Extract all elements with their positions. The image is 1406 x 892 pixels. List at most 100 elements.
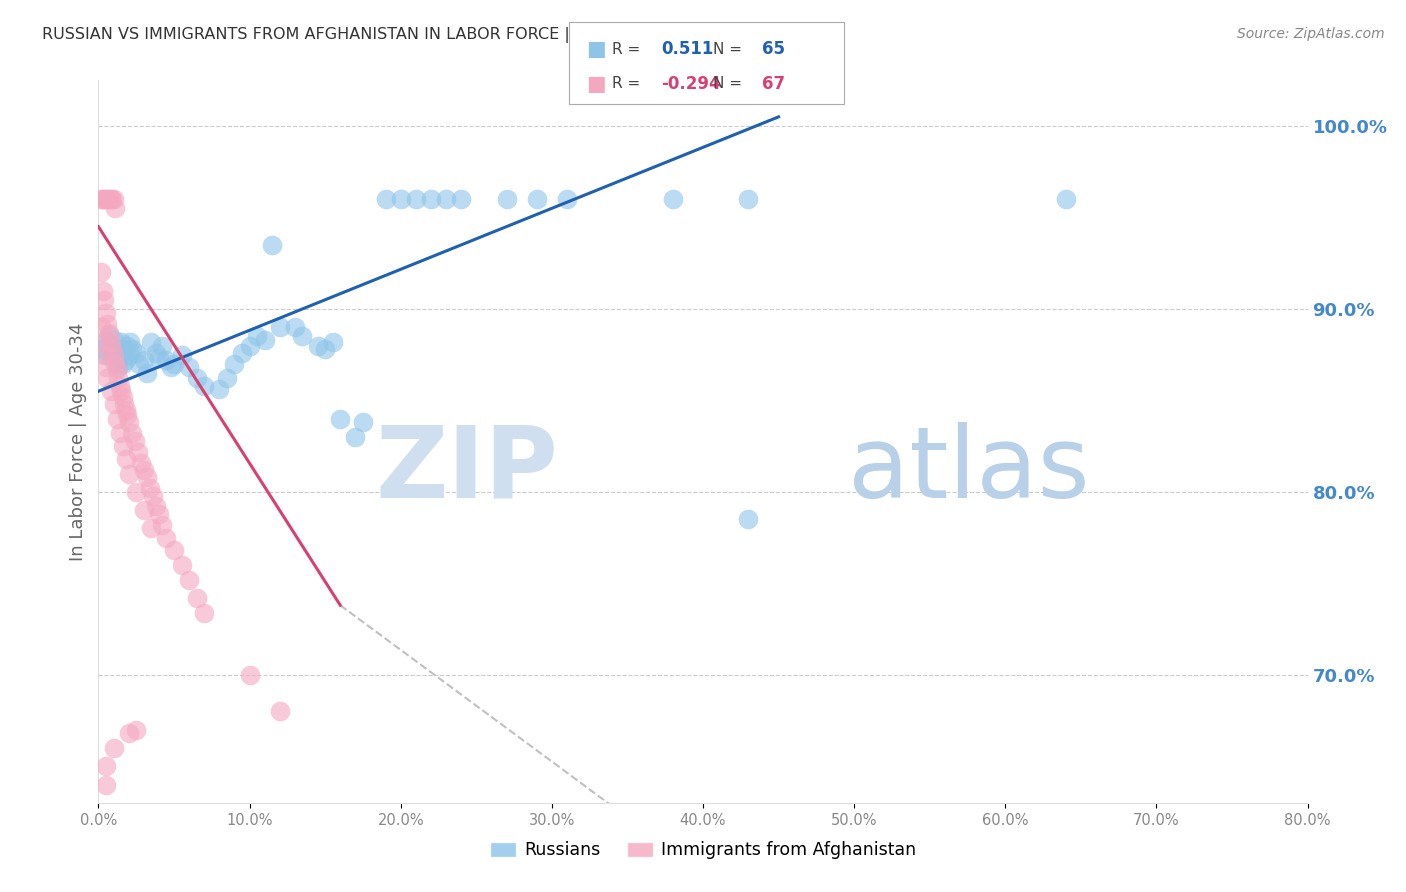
Point [148,351,170,366]
Point [108,426,131,441]
Point [307,338,329,352]
Point [104,342,127,356]
Point [737,512,759,526]
Point [145,346,167,360]
Point [94,360,117,375]
Point [329,411,352,425]
Point [231,346,253,360]
Point [104,202,127,216]
Point [118,415,141,429]
Point [193,606,215,620]
Text: R =: R = [612,42,645,56]
Point [94,305,117,319]
Point [1054,192,1077,206]
Point [269,320,291,334]
Point [124,434,146,448]
Point [262,238,284,252]
Point [132,353,155,368]
Point [111,390,134,404]
Point [114,402,136,417]
Point [94,334,117,349]
Point [98,326,121,340]
Point [100,334,122,349]
Y-axis label: In Labor Force | Age 30-34: In Labor Force | Age 30-34 [69,322,87,561]
Text: R =: R = [612,77,645,91]
Point [253,333,276,347]
Text: Source: ZipAtlas.com: Source: ZipAtlas.com [1237,27,1385,41]
Point [555,192,578,206]
Point [495,192,517,206]
Point [103,333,125,347]
Point [96,371,118,385]
Point [374,192,396,206]
Point [179,360,201,375]
Point [94,192,117,206]
Point [93,348,115,362]
Point [291,329,314,343]
Point [90,192,112,206]
Point [104,357,127,371]
Point [148,507,170,521]
Point [127,444,149,458]
Point [110,334,132,349]
Point [103,350,125,364]
Point [93,293,115,307]
Point [103,192,125,206]
Point [91,192,114,206]
Point [434,192,457,206]
Point [160,360,183,375]
Point [118,467,141,481]
Point [108,378,131,392]
Point [112,342,135,356]
Point [96,348,118,362]
Point [405,192,427,206]
Point [139,481,162,495]
Point [100,338,122,352]
Point [155,353,177,368]
Point [111,357,134,371]
Point [352,415,374,429]
Point [105,355,128,369]
Point [129,456,152,470]
Point [107,360,129,375]
Point [94,759,117,773]
Point [100,192,122,206]
Point [114,353,136,368]
Point [118,726,141,740]
Point [118,348,141,362]
Point [141,521,163,535]
Point [94,777,117,791]
Point [150,338,173,352]
Point [121,342,143,356]
Point [105,362,128,376]
Text: RUSSIAN VS IMMIGRANTS FROM AFGHANISTAN IN LABOR FORCE | AGE 30-34 CORRELATION CH: RUSSIAN VS IMMIGRANTS FROM AFGHANISTAN I… [42,27,838,43]
Point [135,470,157,484]
Point [100,384,122,399]
Point [526,192,548,206]
Text: -0.294: -0.294 [661,75,720,93]
Point [101,342,124,356]
Point [420,192,443,206]
Point [284,320,307,334]
Point [91,284,114,298]
Point [186,591,208,605]
Point [125,723,148,737]
Point [98,192,121,206]
Point [141,334,163,349]
Text: N =: N = [713,42,747,56]
Point [208,383,231,397]
Point [120,334,142,349]
Point [179,573,201,587]
Point [246,329,269,343]
Point [132,503,155,517]
Point [90,265,112,279]
Text: N =: N = [713,77,747,91]
Point [91,342,114,356]
Point [108,348,131,362]
Point [163,357,186,371]
Text: 67: 67 [762,75,785,93]
Point [322,334,344,349]
Point [661,192,683,206]
Point [170,558,193,572]
Point [114,451,136,466]
